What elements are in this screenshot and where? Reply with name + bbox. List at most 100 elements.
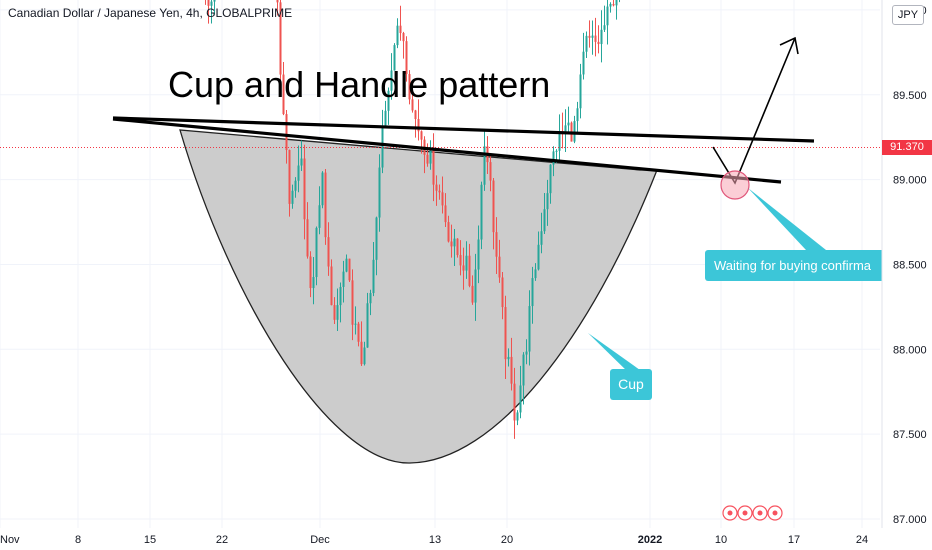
candle-body xyxy=(444,205,447,223)
projection-arrow[interactable] xyxy=(712,37,796,185)
candle-body xyxy=(441,192,444,206)
candle-body xyxy=(360,341,363,365)
candle-body xyxy=(285,114,288,150)
candle-body xyxy=(291,190,294,204)
candle-body xyxy=(378,167,381,218)
confirmation-callout-box[interactable] xyxy=(705,250,890,281)
x-tick-label: 8 xyxy=(75,534,81,546)
time-axis-background[interactable] xyxy=(0,528,932,550)
candle-body xyxy=(315,227,318,278)
candle-body xyxy=(345,258,348,272)
candle-body xyxy=(405,41,408,75)
candle-body xyxy=(552,151,555,165)
candle-body xyxy=(399,25,402,34)
candle-body xyxy=(564,125,567,134)
candle-body xyxy=(489,162,492,181)
candle-body xyxy=(402,33,405,42)
candle-body xyxy=(585,35,588,52)
candle-body xyxy=(210,1,213,6)
cup-callout-pointer xyxy=(588,333,640,374)
symbol-title: Canadian Dollar / Japanese Yen, 4h, GLOB… xyxy=(8,6,293,20)
candle-body xyxy=(600,29,603,45)
candle-body xyxy=(384,110,387,127)
candle-body xyxy=(327,237,330,267)
candle-body xyxy=(411,99,414,111)
flag-japan-icon xyxy=(772,510,778,516)
event-markers[interactable] xyxy=(722,505,783,521)
candle-body xyxy=(576,108,579,122)
candle-body xyxy=(300,158,303,166)
y-tick-label: 89.500 xyxy=(893,90,927,102)
x-tick-label: 17 xyxy=(788,534,800,546)
candles xyxy=(205,0,620,439)
candle-body xyxy=(357,323,360,342)
candle-body xyxy=(336,305,339,320)
candle-body xyxy=(312,277,315,289)
candle-body xyxy=(309,256,312,289)
flag-japan-icon xyxy=(757,510,763,516)
projection-arrow-head xyxy=(779,36,799,55)
candle-body xyxy=(369,293,372,304)
x-tick-label: 24 xyxy=(856,534,868,546)
candle-body xyxy=(288,149,291,204)
candle-body xyxy=(333,305,336,320)
candle-body xyxy=(498,256,501,278)
currency-button[interactable]: JPY xyxy=(892,5,924,25)
y-tick-label: 88.500 xyxy=(893,259,927,271)
candle-body xyxy=(501,277,504,308)
candle-body xyxy=(390,70,393,91)
candle-body xyxy=(318,205,321,228)
y-tick-label: 89.000 xyxy=(893,175,927,187)
resistance-trendline[interactable] xyxy=(112,116,815,143)
confirmation-zone-circle[interactable] xyxy=(720,170,750,200)
candle-body xyxy=(513,383,516,421)
candle-body xyxy=(615,0,618,6)
candle-body xyxy=(612,3,615,6)
candle-body xyxy=(363,347,366,365)
candle-body xyxy=(537,244,540,270)
candle-body xyxy=(534,269,537,279)
candle-body xyxy=(420,131,423,140)
candle-body xyxy=(297,165,300,181)
candle-body xyxy=(294,180,297,191)
candle-body xyxy=(603,25,606,30)
y-tick-label: 87.500 xyxy=(893,429,927,441)
candle-body xyxy=(582,51,585,75)
candle-body xyxy=(516,412,519,421)
x-tick-label: 20 xyxy=(501,534,513,546)
candle-body xyxy=(495,232,498,257)
chart-title: Cup and Handle pattern xyxy=(168,64,551,105)
cup-callout-text: Cup xyxy=(618,376,644,392)
candle-body xyxy=(408,74,411,100)
candle-body xyxy=(555,150,558,152)
candle-body xyxy=(387,90,390,111)
candle-body xyxy=(414,110,417,120)
candle-body xyxy=(324,172,327,238)
candle-body xyxy=(591,35,594,38)
candle-body xyxy=(474,269,477,303)
candle-body xyxy=(339,286,342,306)
candle-body xyxy=(375,217,378,260)
candle-body xyxy=(372,259,375,294)
candle-body xyxy=(366,303,369,348)
cup-rim-trendline[interactable] xyxy=(112,117,782,184)
cup-callout-box[interactable] xyxy=(610,369,652,400)
candle-body xyxy=(540,231,543,245)
candle-body xyxy=(531,278,534,307)
candle-body xyxy=(543,209,546,232)
candle-body xyxy=(522,354,525,386)
candle-body xyxy=(462,265,465,271)
candle-body xyxy=(597,41,600,45)
candle-body xyxy=(426,154,429,164)
candle-body xyxy=(483,146,486,185)
last-price-label: 91.370 xyxy=(882,140,932,155)
candle-body xyxy=(321,172,324,206)
candle-body xyxy=(477,239,480,270)
candle-body xyxy=(282,74,285,115)
candle-body xyxy=(342,271,345,287)
candle-body xyxy=(459,255,462,266)
price-axis-background[interactable] xyxy=(882,0,932,530)
x-tick-label: 10 xyxy=(715,534,727,546)
candle-body xyxy=(546,193,549,210)
